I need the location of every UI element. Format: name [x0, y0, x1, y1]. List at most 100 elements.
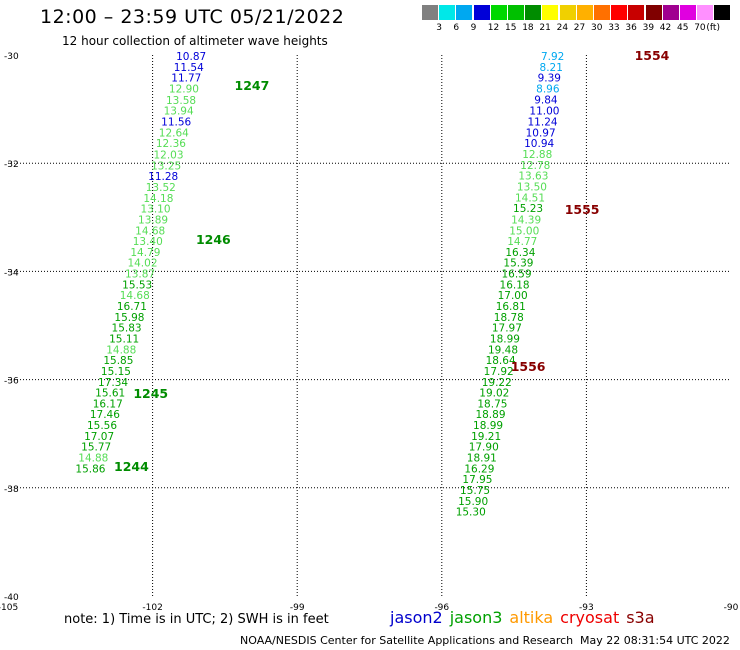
wave-height-value: 11.00: [529, 106, 559, 118]
wave-height-value: 16.81: [496, 301, 526, 313]
pass-number-label: 1247: [235, 78, 270, 93]
wave-height-value: 14.68: [120, 290, 150, 302]
wave-height-value: 12.03: [153, 150, 183, 162]
legend-swatch: [542, 5, 559, 20]
wave-height-value: 19.02: [479, 388, 509, 400]
wave-height-value: 19.48: [488, 344, 518, 356]
wave-height-value: 9.39: [538, 73, 561, 85]
pass-number-label: 1244: [114, 459, 149, 474]
wave-height-value: 16.29: [464, 463, 494, 475]
legend-swatch: [697, 5, 714, 20]
wave-height-value: 15.90: [458, 496, 488, 508]
latitude-tick-label: -38: [4, 485, 19, 495]
legend-label: 12: [487, 23, 500, 33]
wave-height-value: 18.99: [490, 333, 520, 345]
wave-height-value: 10.97: [526, 127, 556, 139]
legend-label: 24: [556, 23, 569, 33]
wave-height-value: 12.64: [159, 127, 189, 139]
wave-height-value: 16.18: [500, 279, 530, 291]
longitude-tick-label: -99: [290, 603, 305, 613]
wave-height-value: 15.39: [503, 258, 533, 270]
wave-height-value: 17.46: [90, 409, 120, 421]
wave-height-value: 16.17: [93, 398, 123, 410]
wave-height-value: 15.75: [460, 485, 490, 497]
wave-height-value: 14.51: [515, 192, 545, 204]
legend-label: 21: [539, 23, 551, 33]
wave-height-value: 13.52: [146, 182, 176, 194]
wave-height-value: 17.00: [498, 290, 528, 302]
latitude-tick-label: -40: [4, 593, 19, 603]
legend-swatch: [576, 5, 593, 20]
satellite-name: altika: [509, 608, 554, 627]
legend-swatch: [559, 5, 576, 20]
wave-height-value: 12.78: [520, 160, 550, 172]
wave-height-value: 16.34: [505, 247, 535, 259]
wave-height-value: 15.86: [75, 463, 105, 475]
pass-number-label: 1245: [133, 386, 168, 401]
wave-height-value: 13.50: [517, 181, 547, 193]
wave-height-value: 12.36: [156, 138, 186, 150]
wave-height-value: 7.92: [541, 51, 564, 63]
pass-labels: 1247 1246 1245 1244 1554 1555 1556: [114, 48, 670, 474]
latitude-tick-label: -30: [4, 52, 19, 62]
wave-height-value: 8.96: [536, 84, 560, 96]
wave-height-value: 15.53: [122, 279, 152, 291]
satellite-name: cryosat: [560, 608, 620, 627]
wave-height-value: 14.18: [143, 193, 173, 205]
wave-height-value: 13.10: [140, 204, 170, 216]
wave-height-value: 12.88: [522, 149, 552, 161]
generated-timestamp: May 22 08:31:54 UTC 2022: [580, 634, 730, 647]
footer-note: note: 1) Time is in UTC; 2) SWH is in fe…: [64, 612, 329, 627]
wave-height-value: 15.85: [103, 355, 133, 367]
legend-label: 6: [453, 23, 460, 33]
wave-height-value: 9.84: [534, 94, 558, 106]
legend-swatch: [611, 5, 628, 20]
wave-height-value: 13.87: [125, 269, 155, 281]
wave-height-value: 14.88: [78, 453, 108, 465]
wave-height-value: 19.21: [471, 431, 501, 443]
wave-height-value: 13.89: [138, 214, 168, 226]
legend-label: 3: [436, 23, 442, 33]
legend-label: 36: [625, 23, 637, 33]
altimeter-tracks: 10.8711.5411.7712.9013.5813.9411.5612.64…: [75, 51, 564, 519]
legend-label: 15: [505, 23, 517, 33]
pass-number-label: 1555: [565, 202, 600, 217]
legend-swatch: [508, 5, 524, 20]
latitude-tick-label: -36: [4, 377, 19, 387]
legend-label: 70: [694, 23, 706, 33]
legend-swatch: [628, 5, 645, 20]
legend-swatch: [714, 5, 731, 20]
longitude-tick-label: -96: [434, 603, 449, 613]
wave-height-value: 14.79: [130, 247, 160, 259]
wave-height-value: 17.07: [84, 431, 114, 443]
wave-height-value: 14.39: [511, 214, 541, 226]
longitude-tick-label: -105: [0, 603, 18, 613]
wave-height-value: 18.64: [486, 355, 516, 367]
wave-height-value: 14.02: [127, 258, 157, 270]
wave-height-value: 18.99: [473, 420, 503, 432]
wave-height-value: 14.88: [106, 344, 136, 356]
wave-height-value: 13.40: [133, 236, 163, 248]
legend-swatch: [490, 5, 507, 20]
legend-label: 33: [608, 23, 620, 33]
legend-swatch: [645, 5, 662, 20]
wave-height-value: 17.90: [469, 442, 499, 454]
wave-height-value: 19.22: [482, 377, 512, 389]
latitude-tick-label: -32: [4, 160, 19, 170]
wave-height-value: 15.15: [101, 366, 131, 378]
wave-height-value: 11.24: [528, 117, 558, 129]
wave-height-value: 11.77: [171, 73, 201, 85]
map-axes: -30 -32 -34 -36 -38 -40-105 -102 -99 -96 -93 -90: [0, 52, 739, 613]
wave-height-value: 16.71: [117, 301, 147, 313]
legend-label: 27: [573, 23, 586, 33]
wave-height-value: 17.97: [492, 323, 522, 335]
legend-label: 42: [659, 23, 672, 33]
longitude-tick-label: -102: [142, 603, 162, 613]
wave-height-value: 15.56: [87, 420, 117, 432]
satellite-legend: jason2 jason3 altika cryosat s3a: [390, 608, 662, 627]
longitude-tick-label: -93: [579, 603, 594, 613]
wave-height-value: 15.30: [456, 507, 486, 519]
wave-height-value: 11.56: [161, 117, 191, 129]
wave-height-value: 15.00: [509, 225, 539, 237]
